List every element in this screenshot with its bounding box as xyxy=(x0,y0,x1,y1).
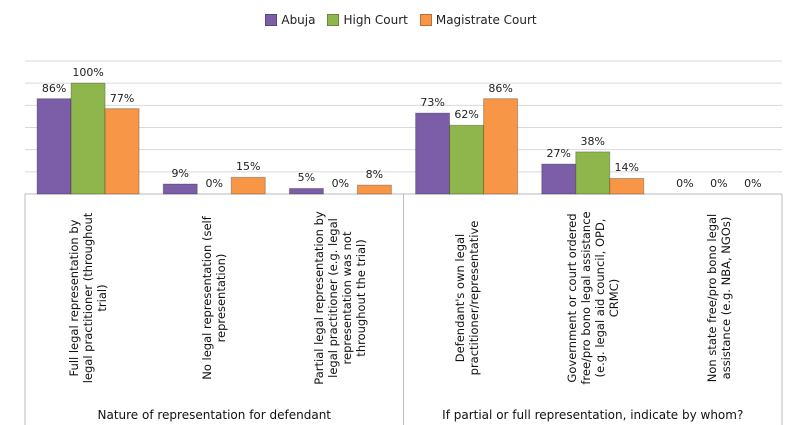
value-label: 100% xyxy=(72,66,104,80)
legend-swatch xyxy=(419,14,432,26)
bar xyxy=(541,163,577,195)
group-label: Nature of representation for defendant xyxy=(97,408,332,422)
bar xyxy=(230,176,266,195)
group-label: If partial or full representation, indic… xyxy=(442,408,744,422)
x-tick-label: Partial legal representation by legal pr… xyxy=(312,211,369,385)
value-label: 9% xyxy=(171,167,189,181)
value-label: 14% xyxy=(614,161,639,175)
value-label: 0% xyxy=(744,177,762,190)
value-label: 0% xyxy=(710,177,728,190)
bar xyxy=(288,187,324,195)
legend-swatch xyxy=(265,14,278,26)
value-label: 0% xyxy=(676,177,694,190)
bar xyxy=(356,184,392,195)
legend: Abuja High Court Magistrate Court xyxy=(0,13,802,27)
legend-label: High Court xyxy=(343,13,408,27)
value-label: 86% xyxy=(41,81,67,95)
value-label: 5% xyxy=(297,171,316,185)
bar xyxy=(609,177,645,195)
bar xyxy=(483,98,519,195)
value-label: 0% xyxy=(205,177,223,190)
bar xyxy=(36,98,72,195)
value-label: 73% xyxy=(420,96,445,110)
x-tick-label: Defendant's own legal practitioner/repre… xyxy=(452,220,481,376)
x-tick-label: No legal representation (self representa… xyxy=(200,216,229,380)
value-label: 8% xyxy=(365,168,384,182)
value-label: 15% xyxy=(236,160,261,174)
legend-swatch xyxy=(327,14,340,26)
bar xyxy=(415,112,451,195)
value-label: 27% xyxy=(546,147,571,161)
bar xyxy=(575,151,611,195)
value-label: 86% xyxy=(488,81,513,95)
x-tick-label: Full legal representation by legal pract… xyxy=(67,212,110,384)
legend-item: Magistrate Court xyxy=(419,13,537,27)
bar xyxy=(162,183,198,195)
x-tick-label: Government or court ordered free/pro bon… xyxy=(564,211,621,385)
bar xyxy=(449,124,485,195)
legend-item: High Court xyxy=(327,13,408,27)
legend-label: Abuja xyxy=(281,13,316,27)
legend-item: Abuja xyxy=(265,13,315,27)
bar xyxy=(70,82,106,195)
value-label: 38% xyxy=(580,134,605,148)
value-label: 62% xyxy=(454,108,479,122)
x-tick-label: Non state free/pro bono legal assistance… xyxy=(704,213,733,383)
legend-label: Magistrate Court xyxy=(435,13,537,27)
value-label: 77% xyxy=(109,91,135,105)
value-label: 0% xyxy=(331,177,350,190)
bar xyxy=(104,108,140,195)
